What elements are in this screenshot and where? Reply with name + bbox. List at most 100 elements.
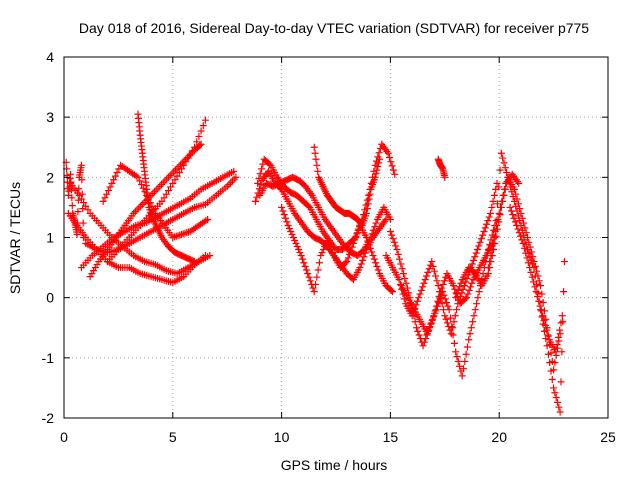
data-point: [531, 283, 539, 291]
data-point: [397, 260, 405, 268]
data-point: [419, 342, 427, 350]
data-point: [195, 132, 203, 140]
data-point: [543, 326, 551, 334]
data-point: [462, 350, 470, 358]
data-point: [438, 300, 446, 308]
data-point: [472, 249, 480, 257]
data-point: [67, 186, 75, 194]
y-tick-label: 1: [46, 230, 54, 246]
data-point: [452, 348, 460, 356]
data-point: [152, 186, 160, 194]
data-point: [422, 335, 430, 343]
data-point: [471, 253, 479, 261]
data-point: [496, 211, 504, 219]
data-point: [283, 218, 291, 226]
data-point: [345, 250, 353, 258]
data-point: [108, 179, 116, 187]
y-tick-label: -1: [42, 350, 55, 366]
data-point: [514, 212, 522, 220]
data-point: [230, 175, 238, 183]
data-point: [493, 200, 501, 208]
data-point: [539, 312, 547, 320]
data-point: [73, 230, 81, 238]
data-point: [473, 300, 481, 308]
data-point: [440, 277, 448, 285]
data-point: [420, 279, 428, 287]
data-point: [323, 237, 331, 245]
data-point: [509, 193, 517, 201]
data-point: [438, 284, 446, 292]
data-point: [77, 195, 85, 203]
data-point: [389, 166, 397, 174]
data-point: [327, 246, 335, 254]
data-point: [435, 292, 443, 300]
data-point: [492, 232, 500, 240]
data-point: [421, 276, 429, 284]
series-s6: [86, 140, 205, 281]
data-point: [515, 229, 523, 237]
data-point: [393, 246, 401, 254]
data-point: [554, 333, 562, 341]
data-point: [101, 194, 109, 202]
y-tick-label: -2: [42, 410, 55, 426]
data-point: [408, 312, 416, 320]
data-point: [365, 241, 373, 249]
data-point: [486, 258, 494, 266]
data-point: [463, 343, 471, 351]
data-point: [371, 173, 379, 181]
data-point: [470, 268, 478, 276]
data-point: [477, 235, 485, 243]
data-point: [158, 197, 166, 205]
data-point: [278, 203, 286, 211]
series-s5: [104, 116, 209, 266]
data-point: [297, 252, 305, 260]
data-point: [80, 199, 88, 207]
data-point: [179, 230, 187, 238]
data-point: [497, 203, 505, 211]
data-point: [368, 230, 376, 238]
data-point: [461, 357, 469, 365]
data-point: [386, 227, 394, 235]
data-point: [552, 394, 560, 402]
data-point: [465, 286, 473, 294]
data-point: [106, 183, 114, 191]
data-point: [425, 265, 433, 273]
data-point: [347, 247, 355, 255]
data-point: [178, 230, 186, 238]
x-tick-label: 0: [60, 429, 68, 445]
data-point: [136, 177, 144, 185]
data-point: [495, 183, 503, 191]
data-point: [78, 190, 86, 198]
data-point: [353, 229, 361, 237]
data-point: [523, 254, 531, 262]
series-s20: [484, 149, 568, 416]
x-tick-label: 20: [491, 429, 507, 445]
data-point: [292, 240, 300, 248]
data-point: [387, 286, 395, 294]
data-point: [537, 307, 545, 315]
data-point: [372, 170, 380, 178]
data-point: [373, 166, 381, 174]
data-point: [291, 237, 299, 245]
data-point: [309, 284, 317, 292]
x-tick-labels: 0 5 10 15 20 25: [60, 429, 616, 445]
data-point: [359, 256, 367, 264]
data-point: [547, 367, 555, 375]
series-s7: [99, 161, 212, 241]
data-point: [392, 242, 400, 250]
data-point: [256, 170, 264, 178]
data-point: [456, 283, 464, 291]
data-point: [325, 240, 333, 248]
y-tick-label: 4: [46, 49, 54, 65]
data-point: [287, 227, 295, 235]
data-point: [351, 236, 359, 244]
data-point: [79, 205, 87, 213]
data-point: [415, 294, 423, 302]
data-point: [510, 214, 518, 222]
data-point: [171, 233, 179, 241]
data-point: [503, 169, 511, 177]
data-point: [526, 253, 534, 261]
data-point: [484, 270, 492, 278]
data-point: [554, 398, 562, 406]
